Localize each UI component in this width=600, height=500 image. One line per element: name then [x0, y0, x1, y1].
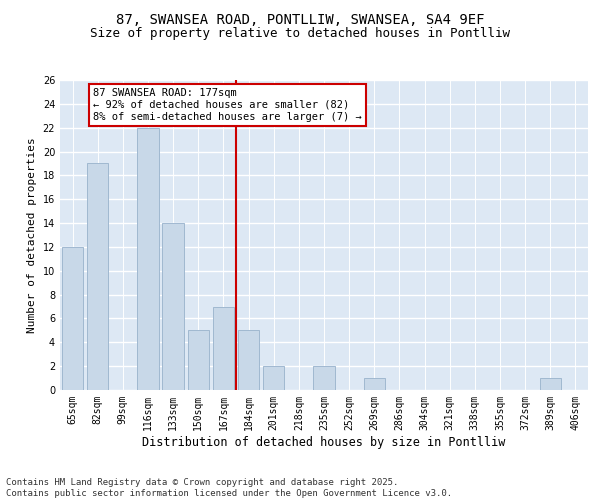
Bar	[87, 164, 109, 390]
Bar	[163, 223, 184, 390]
Bar	[539, 378, 561, 390]
Text: Size of property relative to detached houses in Pontlliw: Size of property relative to detached ho…	[90, 28, 510, 40]
Text: 87, SWANSEA ROAD, PONTLLIW, SWANSEA, SA4 9EF: 87, SWANSEA ROAD, PONTLLIW, SWANSEA, SA4…	[116, 12, 484, 26]
Text: 87 SWANSEA ROAD: 177sqm
← 92% of detached houses are smaller (82)
8% of semi-det: 87 SWANSEA ROAD: 177sqm ← 92% of detache…	[92, 88, 361, 122]
Y-axis label: Number of detached properties: Number of detached properties	[27, 137, 37, 333]
Bar	[188, 330, 209, 390]
Text: Contains HM Land Registry data © Crown copyright and database right 2025.
Contai: Contains HM Land Registry data © Crown c…	[6, 478, 452, 498]
Bar	[238, 330, 259, 390]
Bar	[137, 128, 158, 390]
Bar	[62, 247, 83, 390]
Bar	[213, 306, 234, 390]
Bar	[364, 378, 385, 390]
Bar	[313, 366, 335, 390]
Bar	[263, 366, 284, 390]
X-axis label: Distribution of detached houses by size in Pontlliw: Distribution of detached houses by size …	[142, 436, 506, 448]
